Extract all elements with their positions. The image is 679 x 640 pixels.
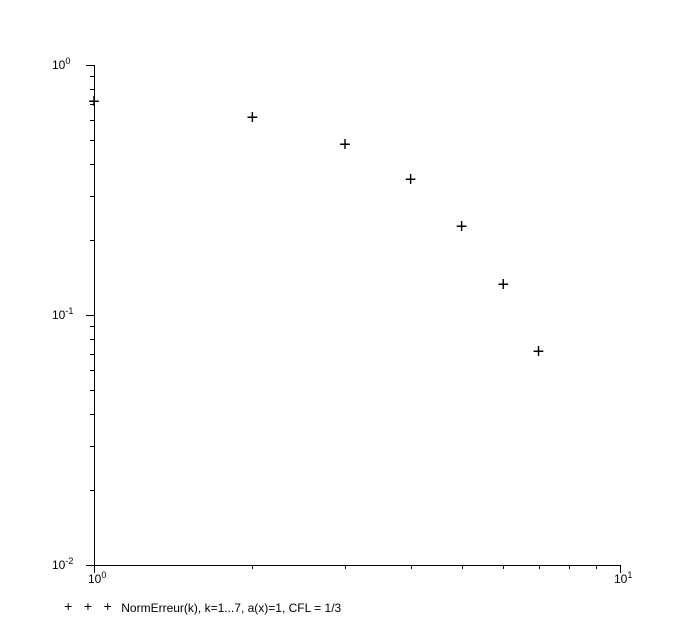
x-tick-minor	[596, 565, 597, 569]
data-point: +	[246, 110, 258, 130]
data-point: +	[405, 172, 417, 192]
data-point: +	[88, 94, 100, 114]
y-tick-minor	[90, 326, 94, 327]
legend-marker-0: +	[64, 600, 72, 616]
legend-marker-1: +	[84, 600, 92, 616]
x-tick-minor	[252, 565, 253, 569]
data-point: +	[533, 344, 545, 364]
y-tick-minor	[90, 240, 94, 241]
x-tick-minor	[411, 565, 412, 569]
y-tick-label: 10-2	[52, 559, 73, 571]
x-tick-minor	[503, 565, 504, 569]
legend-marker-2: +	[104, 600, 112, 616]
data-point: +	[339, 137, 351, 157]
y-tick-minor	[90, 196, 94, 197]
x-tick-label: 100	[88, 573, 106, 585]
y-tick-minor	[90, 390, 94, 391]
y-tick-minor	[90, 370, 94, 371]
y-tick-major	[86, 315, 94, 316]
x-tick-minor	[462, 565, 463, 569]
x-axis-line	[94, 565, 620, 566]
y-tick-major	[86, 65, 94, 66]
y-tick-major	[86, 565, 94, 566]
y-tick-minor	[90, 339, 94, 340]
y-tick-minor	[90, 354, 94, 355]
y-tick-minor	[90, 76, 94, 77]
x-tick-minor	[345, 565, 346, 569]
data-point: +	[456, 219, 468, 239]
plot-area	[94, 65, 620, 565]
x-tick-minor	[539, 565, 540, 569]
y-tick-minor	[90, 446, 94, 447]
legend-text: NormErreur(k), k=1...7, a(x)=1, CFL = 1/…	[121, 601, 341, 615]
y-tick-minor	[90, 140, 94, 141]
y-tick-minor	[90, 164, 94, 165]
data-point: +	[497, 277, 509, 297]
y-tick-minor	[90, 89, 94, 90]
y-axis-line	[94, 65, 95, 565]
legend: + + + NormErreur(k), k=1...7, a(x)=1, CF…	[64, 600, 341, 616]
y-tick-minor	[90, 490, 94, 491]
y-tick-minor	[90, 414, 94, 415]
x-tick-label: 101	[614, 573, 632, 585]
y-tick-label: 100	[52, 59, 70, 71]
y-tick-label: 10-1	[52, 309, 73, 321]
x-tick-minor	[569, 565, 570, 569]
y-tick-minor	[90, 120, 94, 121]
chart-container: + + + NormErreur(k), k=1...7, a(x)=1, CF…	[0, 0, 679, 640]
